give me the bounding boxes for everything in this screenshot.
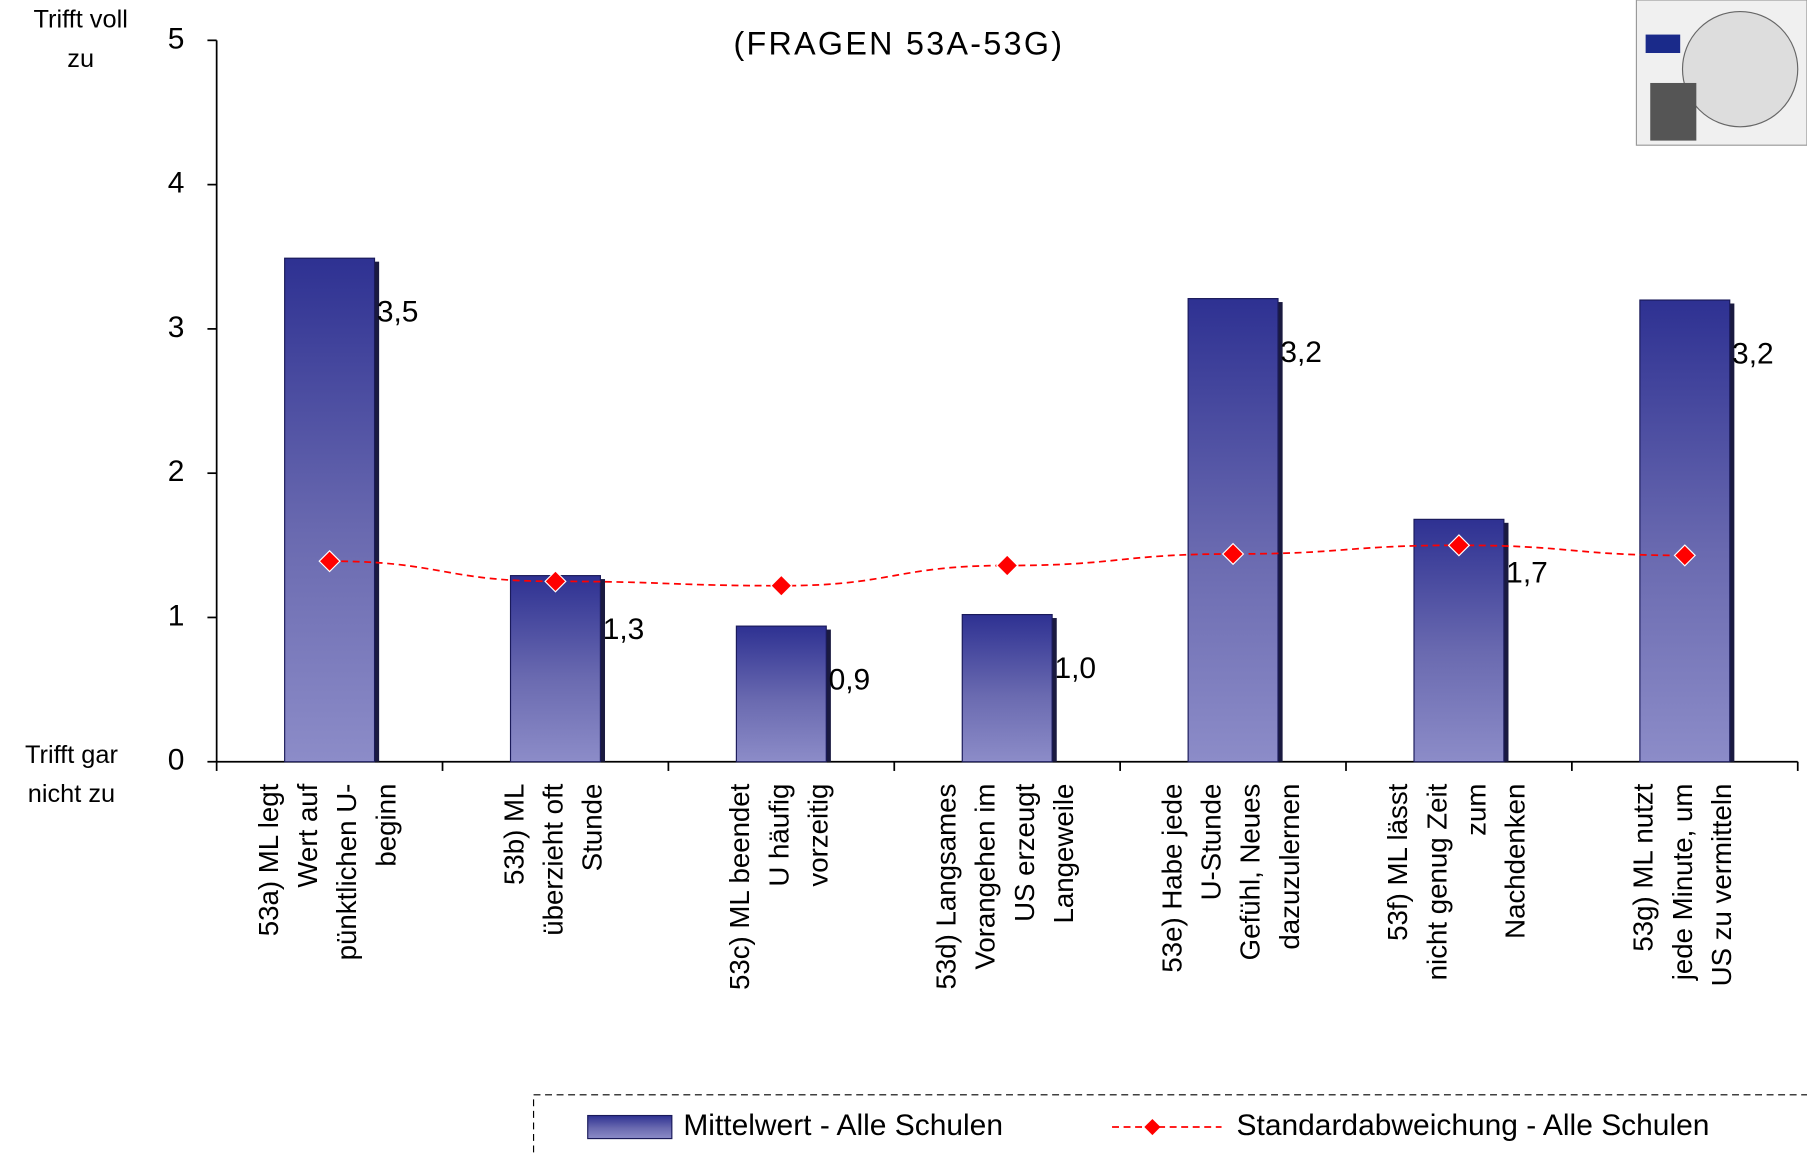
bar bbox=[1639, 299, 1731, 763]
bar bbox=[509, 575, 601, 763]
marker bbox=[770, 574, 793, 597]
legend-label: Mittelwert - Alle Schulen bbox=[683, 1109, 1003, 1142]
value-label: 1,7 bbox=[1506, 557, 1548, 590]
y-tick-label: 2 bbox=[168, 455, 185, 488]
x-tick-label: 53g) ML nutzt jede Minute, um US zu vermit… bbox=[1628, 783, 1737, 986]
legend-swatch bbox=[587, 1114, 673, 1140]
y-top-label: Trifft voll zu bbox=[33, 5, 127, 72]
value-label: 3,5 bbox=[377, 295, 419, 328]
chart-body: (FRAGEN 53A-53G) 0 1 2 3 4 5 Trifft voll zu Trif… bbox=[25, 0, 1807, 1153]
marker bbox=[544, 570, 567, 593]
bar bbox=[284, 257, 376, 763]
x-tick-label: 53d) Langsames Vorangehen im US erzeugt Lan… bbox=[931, 783, 1080, 989]
value-label: 1,0 bbox=[1054, 652, 1096, 685]
x-tick-label-group: 53g) ML nutzt jede Minute, um US zu vermit… bbox=[1628, 783, 1737, 986]
y-tick-label: 0 bbox=[168, 744, 185, 777]
y-tick-label: 4 bbox=[168, 167, 185, 200]
x-tick-label: 53e) Habe jede U-Stunde Gefühl, Neues dazuz… bbox=[1157, 784, 1306, 973]
legend-box bbox=[532, 1094, 1807, 1153]
value-label: 3,2 bbox=[1280, 336, 1322, 369]
marker bbox=[1221, 542, 1245, 566]
y-tick-label: 3 bbox=[168, 311, 185, 344]
marker bbox=[318, 550, 341, 573]
x-tick-label-group: 53f) ML lässt nicht genug Zeit zum Nachdenk… bbox=[1382, 783, 1531, 980]
logo bbox=[1635, 0, 1807, 146]
bar bbox=[961, 613, 1053, 763]
value-label: 3,2 bbox=[1732, 337, 1774, 370]
x-tick-label: 53c) ML beendet U häufig vorzeitig bbox=[724, 783, 833, 990]
y-tick-label: 5 bbox=[168, 22, 185, 55]
marker bbox=[1447, 534, 1471, 557]
x-tick-label: 53f) ML lässt nicht genug Zeit zum Nachdenk… bbox=[1382, 783, 1531, 980]
x-tick-label-group: 53e) Habe jede U-Stunde Gefühl, Neues dazuz… bbox=[1157, 784, 1306, 973]
x-tick-label-group: 53c) ML beendet U häufig vorzeitig bbox=[724, 783, 833, 990]
x-tick-label: 53a) ML legt Wert auf pünktlichen U-beginn bbox=[253, 783, 402, 960]
value-label: 0,9 bbox=[829, 663, 871, 696]
x-tick-label-group: 53a) ML legt Wert auf pünktlichen U-beginn bbox=[253, 783, 402, 960]
bar bbox=[1413, 518, 1505, 763]
bar bbox=[735, 625, 827, 763]
y-tick-label: 1 bbox=[168, 599, 185, 632]
legend-marker bbox=[1144, 1118, 1161, 1136]
marker bbox=[1673, 544, 1696, 567]
value-label: 1,3 bbox=[603, 613, 645, 646]
bar bbox=[1187, 298, 1279, 763]
x-tick-label-group: 53b) ML überzieht oft Stunde bbox=[499, 783, 608, 935]
legend-label: Standardabweichung - Alle Schulen bbox=[1237, 1109, 1710, 1142]
marker bbox=[996, 554, 1019, 577]
y-bottom-label: Trifft gar nicht zu bbox=[25, 741, 119, 808]
x-tick-label: 53b) ML überzieht oft Stunde bbox=[499, 783, 608, 935]
chart-subtitle: (FRAGEN 53A-53G) bbox=[733, 26, 1064, 62]
x-tick-label-group: 53d) Langsames Vorangehen im US erzeugt Lan… bbox=[931, 783, 1080, 989]
